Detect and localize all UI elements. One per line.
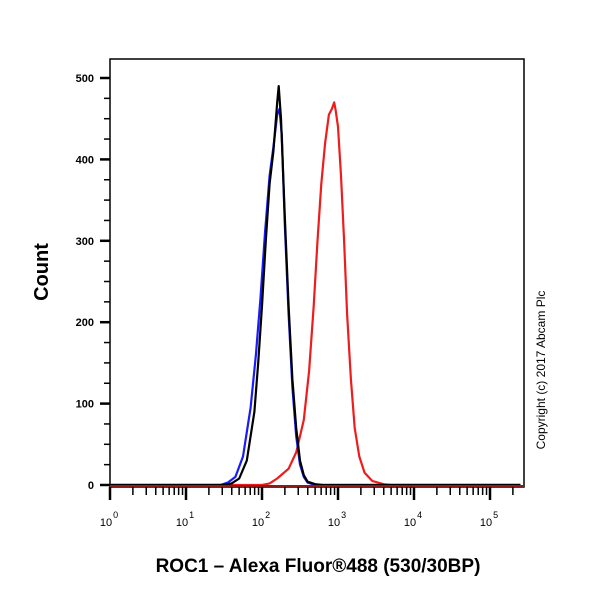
x-tick-label: 101 [176, 510, 194, 529]
series-ROC1-stained [110, 101, 521, 487]
y-axis: 0 100 200 300 400 500 [76, 73, 110, 492]
y-axis-title: Count [31, 243, 53, 301]
y-tick-label: 200 [76, 317, 94, 329]
x-axis-title: ROC1 – Alexa Fluor®488 (530/30BP) [156, 556, 481, 577]
y-tick-label: 300 [76, 236, 94, 248]
plot-frame [109, 58, 525, 488]
y-tick-label: 0 [88, 480, 94, 492]
x-tick-label: 100 [100, 510, 118, 529]
x-tick-label: 104 [404, 510, 422, 529]
y-tick-label: 500 [76, 73, 94, 85]
x-axis: 100 101 102 103 104 105 [100, 487, 514, 529]
x-tick-label: 102 [252, 510, 270, 529]
histogram-series [110, 84, 524, 487]
x-tick-label: 105 [480, 510, 498, 529]
copyright-notice: Copyright (c) 2017 Abcam Plc [534, 291, 548, 450]
series-isotype-control [110, 84, 521, 487]
x-tick-label: 103 [328, 510, 346, 529]
y-tick-label: 400 [76, 154, 94, 166]
y-tick-label: 100 [76, 399, 94, 411]
